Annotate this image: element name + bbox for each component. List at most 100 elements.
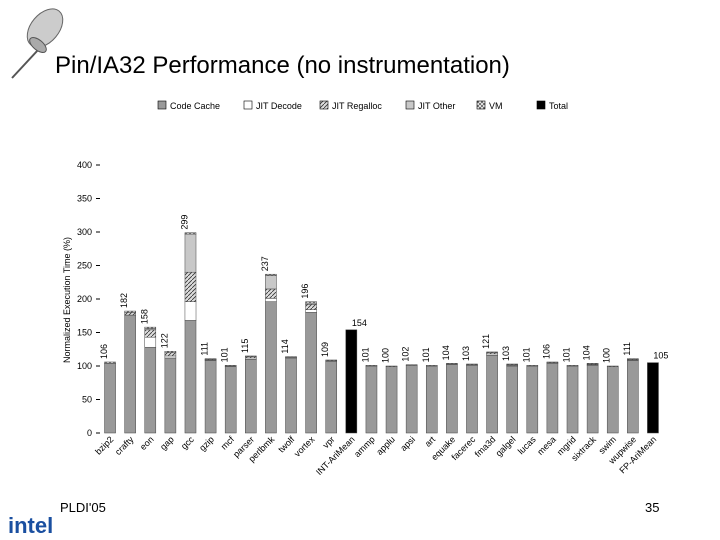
y-tick-label: 150 <box>77 328 92 338</box>
legend-swatch <box>405 100 415 110</box>
x-tick-label: gzip <box>197 434 216 453</box>
total-label: 196 <box>300 284 310 299</box>
bar-segment <box>546 363 559 434</box>
bar-segment <box>305 301 317 304</box>
x-tick-label: apsi <box>398 434 417 453</box>
x-tick-label: eon <box>138 434 156 452</box>
bar-segment <box>647 362 659 434</box>
total-label: 101 <box>562 347 572 362</box>
total-label: 100 <box>381 348 391 363</box>
bar-segment <box>184 271 197 302</box>
bar-segment <box>184 320 197 434</box>
total-label: 101 <box>220 347 230 362</box>
bar-segment <box>124 310 136 313</box>
bar-segment <box>446 363 458 365</box>
bar-segment <box>184 232 197 235</box>
bar-segment <box>425 365 438 367</box>
bar-segment <box>566 365 579 434</box>
bar-segment <box>325 361 338 434</box>
bar-segment <box>265 273 277 276</box>
bar-segment <box>144 346 157 434</box>
bar-segment <box>124 312 136 316</box>
bar-segment <box>506 365 518 434</box>
bar-segment <box>265 301 277 434</box>
bar-segment <box>164 355 177 359</box>
bar-segment <box>526 365 539 434</box>
total-label: 114 <box>280 339 290 353</box>
logo: intel <box>8 513 53 538</box>
bar-segment <box>606 365 619 367</box>
bar-segment <box>265 275 277 290</box>
legend-label: Total <box>549 101 568 111</box>
x-tick-label: fma3d <box>473 434 498 459</box>
legend-swatch <box>243 100 253 110</box>
x-tick-label: art <box>423 434 438 449</box>
bar-segment <box>204 358 217 360</box>
bar-segment <box>265 298 277 302</box>
x-tick-label: ammp <box>352 434 377 459</box>
slide-title: Pin/IA32 Performance (no instrumentation… <box>55 52 510 79</box>
y-tick-label: 300 <box>77 227 92 237</box>
x-tick-label: mesa <box>535 434 558 457</box>
y-axis-label: Normalized Execution Time (%) <box>62 237 72 363</box>
bar-segment <box>486 355 498 434</box>
bar-segment <box>144 329 157 338</box>
bar-segment <box>446 364 458 434</box>
y-tick-label: 400 <box>77 160 92 170</box>
y-tick-label: 350 <box>77 194 92 204</box>
total-label: 122 <box>159 333 169 348</box>
legend-label: VM <box>489 101 503 111</box>
total-label: 101 <box>360 347 370 362</box>
bar-segment <box>245 355 257 357</box>
bar-segment <box>305 304 317 310</box>
x-tick-label: galgel <box>494 434 518 458</box>
bar-segment <box>486 351 498 353</box>
legend-swatch <box>157 100 167 110</box>
bar-segment <box>325 359 338 361</box>
bar-segment <box>566 365 579 367</box>
pushpin <box>11 8 64 79</box>
y-tick-label: 0 <box>87 428 92 438</box>
bar-segment <box>245 359 257 434</box>
bar-segment <box>466 365 478 434</box>
bar-segment <box>164 357 177 434</box>
total-label: 104 <box>582 345 592 360</box>
legend-label: JIT Regalloc <box>332 101 382 111</box>
total-label: 237 <box>260 256 270 271</box>
bar-segment <box>305 309 317 313</box>
bar-segment <box>546 361 559 363</box>
total-label: 101 <box>521 347 531 362</box>
x-tick-label: vortex <box>292 434 317 459</box>
bar-segment <box>425 365 438 434</box>
legend-swatch <box>319 100 329 110</box>
bar-segment <box>104 361 116 364</box>
total-label: 100 <box>602 348 612 363</box>
bar-segment <box>606 366 619 434</box>
total-label: 111 <box>200 342 210 356</box>
bar-segment <box>526 365 539 367</box>
total-label: 111 <box>622 342 632 356</box>
legend-label: Code Cache <box>170 101 220 111</box>
y-tick-label: 100 <box>77 361 92 371</box>
bar-segment <box>224 366 237 434</box>
bar-segment <box>144 326 157 329</box>
bar-segment <box>265 288 277 299</box>
total-label: 115 <box>240 339 250 353</box>
total-label: 103 <box>501 346 511 361</box>
bar-segment <box>586 365 599 434</box>
bar-segment <box>385 365 398 367</box>
page-number: 35 <box>645 500 659 515</box>
total-label: 109 <box>320 342 330 357</box>
y-tick-label: 200 <box>77 294 92 304</box>
footer-left: PLDI'05 <box>60 500 106 515</box>
bar-segment <box>305 312 317 434</box>
bar-segment <box>184 233 197 273</box>
bar-segment <box>285 357 297 434</box>
bar-segment <box>466 363 478 365</box>
total-label: 106 <box>541 344 551 359</box>
bar-segment <box>586 363 599 365</box>
bar-segment <box>144 336 157 348</box>
bar-segment <box>345 329 358 434</box>
bar-segment <box>164 351 177 353</box>
